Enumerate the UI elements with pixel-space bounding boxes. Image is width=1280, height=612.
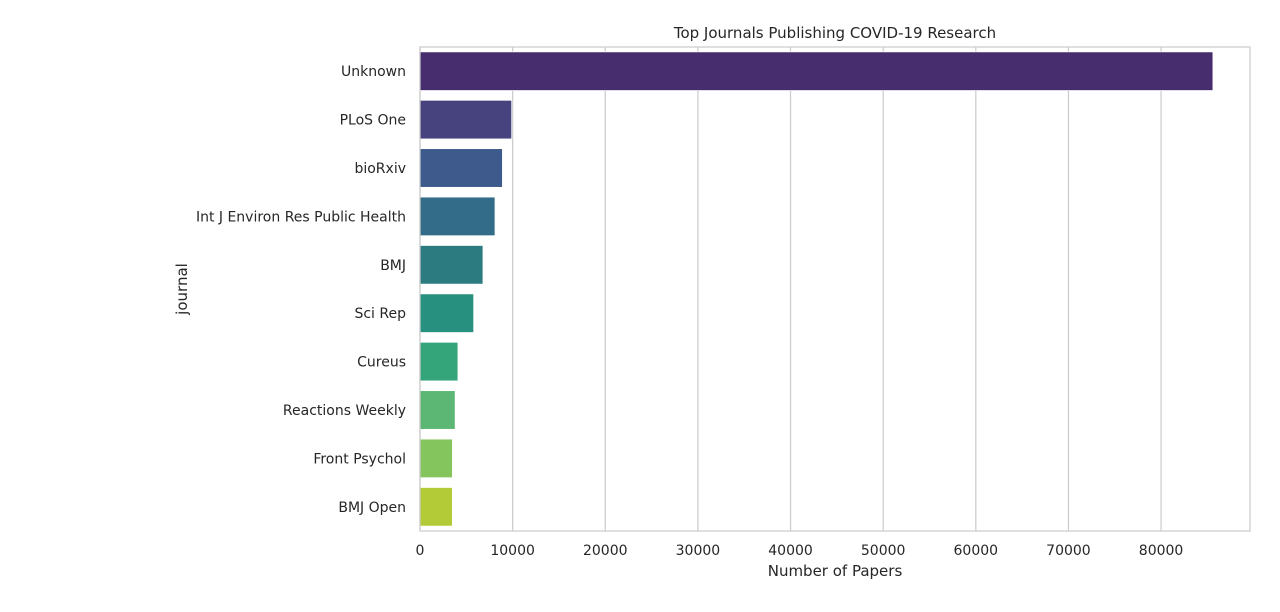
bar-plos-one: [419, 99, 513, 140]
bars: [419, 51, 1214, 527]
grid-lines: [419, 47, 1162, 531]
y-tick-label: PLoS One: [340, 113, 406, 129]
y-tick-label: bioRxiv: [354, 161, 406, 177]
bar-cureus: [419, 341, 459, 382]
chart-title: Top Journals Publishing COVID-19 Researc…: [673, 24, 996, 42]
x-tick-label: 0: [416, 543, 425, 559]
y-tick-label: Sci Rep: [354, 306, 406, 322]
bar-reactions-weekly: [419, 390, 456, 430]
x-tick-label: 30000: [676, 543, 721, 559]
x-tick-label: 70000: [1046, 543, 1091, 559]
bar-biorxiv: [419, 148, 503, 188]
y-tick-label: BMJ Open: [338, 500, 406, 516]
bar-unknown: [419, 51, 1214, 91]
x-tick-label: 50000: [861, 543, 906, 559]
bar-sci-rep: [419, 293, 475, 333]
bar-int-j-environ-res-public-health: [419, 196, 496, 237]
y-tick-label: BMJ: [380, 258, 406, 274]
plot-frame: [419, 46, 1251, 532]
bar-bmj-open: [419, 487, 453, 527]
x-tick-label: 20000: [583, 543, 628, 559]
x-tick-label: 60000: [954, 543, 999, 559]
y-tick-label: Reactions Weekly: [283, 403, 406, 419]
y-axis-label: journal: [173, 263, 191, 316]
y-tick-label: Cureus: [357, 355, 406, 371]
y-tick-label: Front Psychol: [313, 451, 406, 467]
bar-front-psychol: [419, 438, 453, 479]
x-tick-label: 10000: [490, 543, 535, 559]
x-tick-label: 80000: [1139, 543, 1184, 559]
y-tick-label: Unknown: [341, 64, 406, 80]
x-axis-label: Number of Papers: [768, 562, 903, 580]
y-tick-label: Int J Environ Res Public Health: [196, 209, 406, 225]
bar-bmj: [419, 245, 484, 285]
x-tick-label: 40000: [768, 543, 813, 559]
y-tick-labels: Unknown PLoS One bioRxiv Int J Environ Res …: [196, 64, 406, 516]
x-tick-labels: 0 10000 20000 30000 40000 50000 60000 70000 8000…: [416, 543, 1184, 559]
